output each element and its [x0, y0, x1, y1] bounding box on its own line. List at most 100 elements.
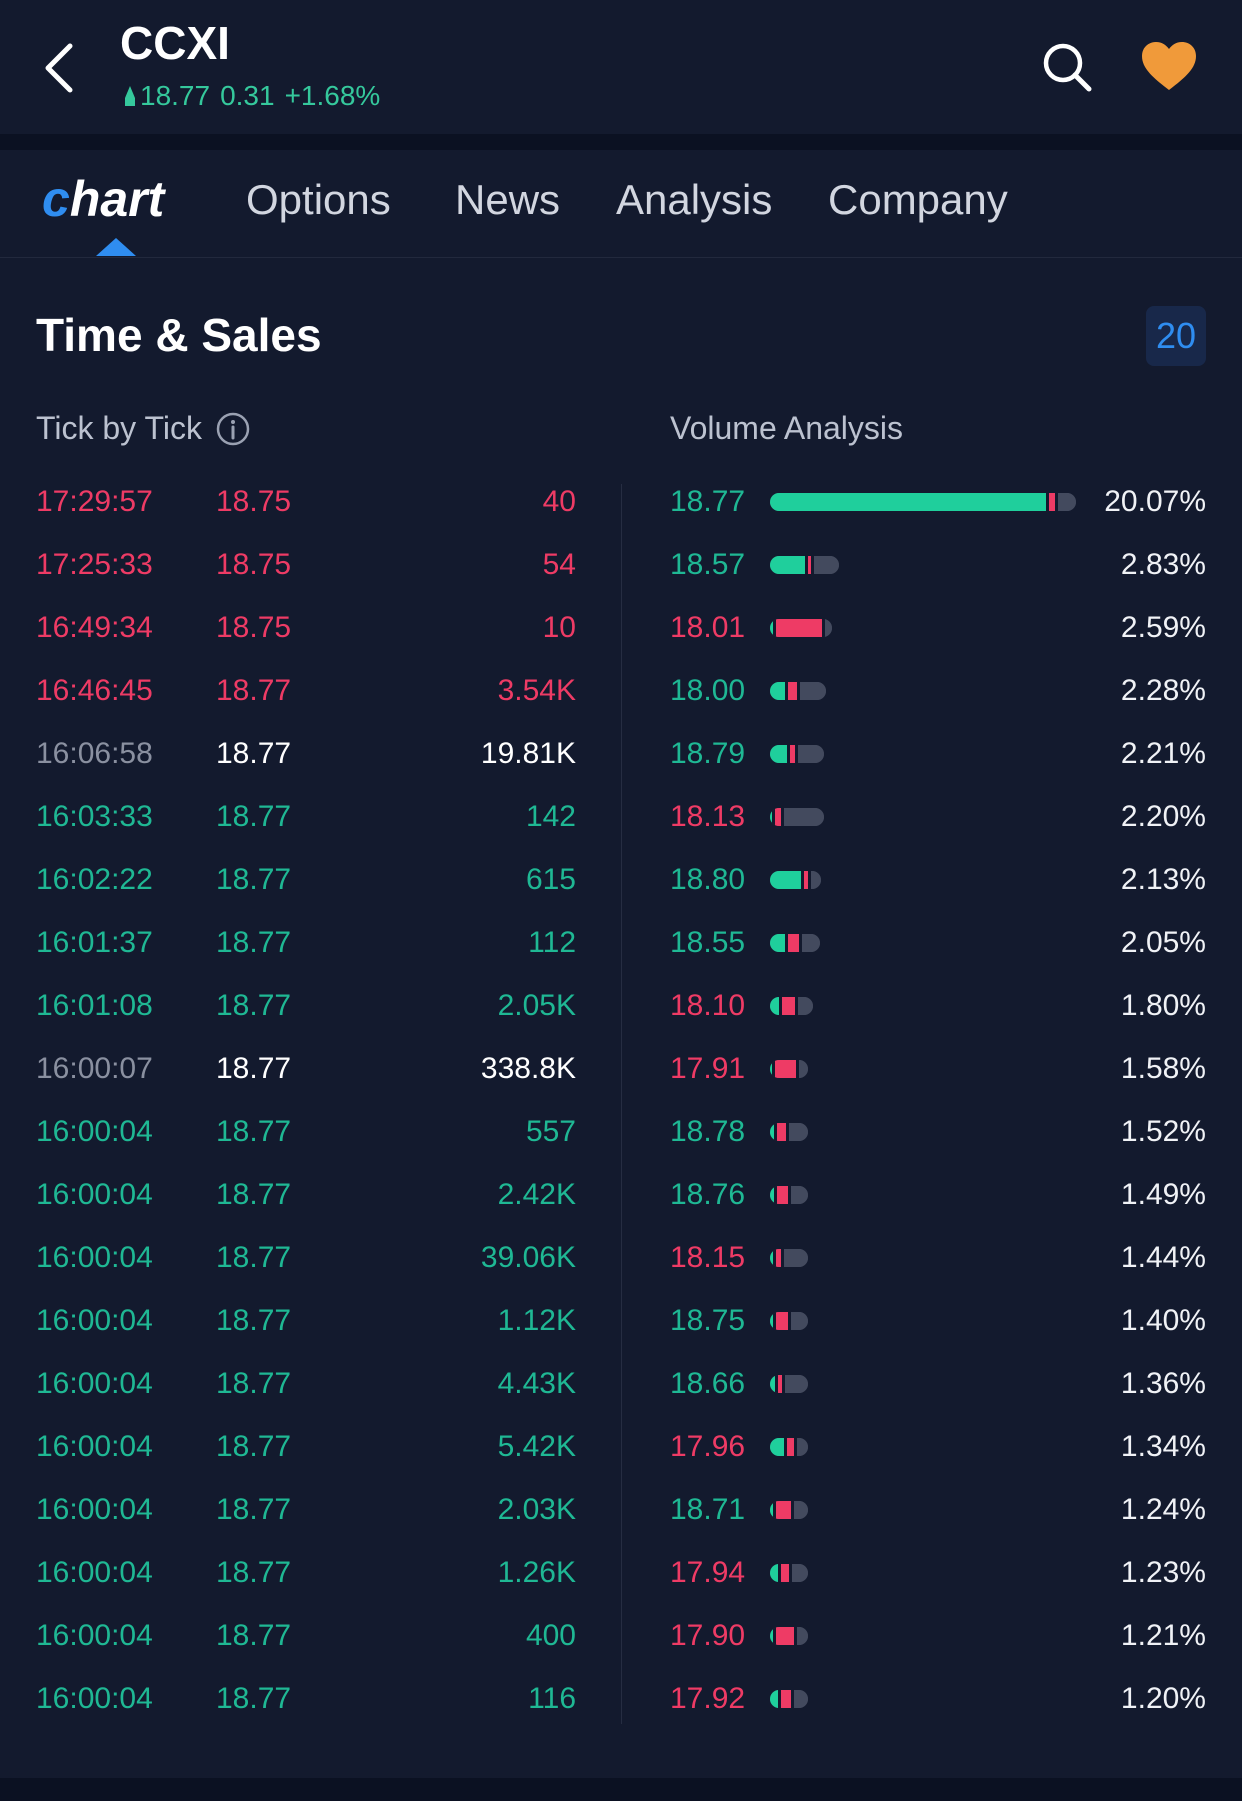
volume-bar-gap [799, 934, 803, 952]
volume-bar [770, 682, 826, 700]
volume-pct: 1.23% [1120, 1556, 1206, 1589]
tick-price: 18.77 [216, 863, 292, 896]
tick-time: 16:00:04 [36, 1115, 153, 1148]
volume-pct: 1.58% [1120, 1052, 1206, 1085]
volume-bar-gap [772, 1312, 776, 1330]
volume-row: 18.71 1.24% [670, 1478, 1206, 1541]
volume-bar-buy [770, 1375, 775, 1393]
volume-bar-sell [775, 808, 782, 826]
tick-price: 18.77 [216, 1052, 292, 1085]
volume-price: 18.75 [670, 1304, 746, 1337]
volume-bar [770, 1249, 808, 1267]
volume-bar-buy [770, 745, 787, 763]
tab-company[interactable]: Company [828, 176, 1008, 223]
tick-time: 16:03:33 [36, 800, 153, 833]
volume-price: 18.71 [670, 1493, 746, 1526]
heart-icon [1142, 42, 1196, 90]
volume-bar [770, 808, 824, 826]
volume-price: 17.90 [670, 1619, 746, 1652]
tick-time: 16:00:04 [36, 1430, 153, 1463]
tab-analysis[interactable]: Analysis [616, 176, 773, 223]
tick-time: 16:00:04 [36, 1241, 153, 1274]
tick-row: 17:25:33 18.75 54 [36, 533, 576, 596]
chevron-left-icon [45, 43, 73, 93]
volume-price: 17.91 [670, 1052, 746, 1085]
column-divider [621, 484, 622, 1724]
tick-volume: 2.03K [497, 1493, 576, 1526]
tick-row: 16:00:04 18.77 1.12K [36, 1289, 576, 1352]
volume-bar-buy [770, 1312, 773, 1330]
volume-pct: 1.52% [1120, 1115, 1206, 1148]
volume-bar-gap [784, 1438, 788, 1456]
volume-bar-gap [1055, 493, 1058, 511]
volume-bar-gap [778, 1690, 781, 1708]
tick-list: 17:29:57 18.75 40 17:25:33 18.75 54 16:49:34 18… [36, 470, 576, 1730]
tick-row: 16:49:34 18.75 10 [36, 596, 576, 659]
volume-bar-buy [770, 619, 773, 637]
volume-bar-gap [808, 871, 812, 889]
tick-time: 16:00:04 [36, 1367, 153, 1400]
search-button[interactable] [1040, 40, 1094, 94]
volume-row: 18.55 2.05% [670, 911, 1206, 974]
tick-price: 18.75 [216, 611, 292, 644]
tab-options[interactable]: Options [246, 176, 391, 223]
volume-bar-neutral [793, 1501, 808, 1519]
volume-bar-sell [774, 1060, 797, 1078]
volume-bar-neutral [811, 871, 821, 889]
tick-time: 16:00:04 [36, 1493, 153, 1526]
volume-bar [770, 1312, 808, 1330]
volume-bar-sell [788, 934, 800, 952]
favorite-button[interactable] [1140, 40, 1198, 94]
volume-price: 18.66 [670, 1367, 746, 1400]
volume-bar-sell [776, 1123, 787, 1141]
volume-bar-sell [782, 997, 796, 1015]
volume-row: 17.90 1.21% [670, 1604, 1206, 1667]
volume-price: 18.76 [670, 1178, 746, 1211]
volume-bar-gap [772, 808, 776, 826]
tab-chart[interactable]: chart [42, 170, 164, 228]
tick-price: 18.77 [216, 1430, 292, 1463]
volume-pct: 1.36% [1120, 1367, 1206, 1400]
tick-time: 16:49:34 [36, 611, 153, 644]
volume-bar [770, 1186, 808, 1204]
tick-time: 16:00:04 [36, 1556, 153, 1589]
volume-bar-sell [781, 1690, 791, 1708]
tick-volume: 615 [525, 863, 576, 896]
volume-pct: 1.44% [1120, 1241, 1206, 1274]
volume-price: 17.92 [670, 1682, 746, 1715]
volume-bar-gap [796, 1060, 800, 1078]
tab-chart-rest: hart [69, 171, 165, 227]
volume-bar-buy [770, 1060, 772, 1078]
volume-bar-buy [770, 1627, 774, 1645]
tick-volume: 5.42K [497, 1430, 576, 1463]
back-button[interactable] [36, 38, 86, 98]
tick-row: 16:00:04 18.77 1.26K [36, 1541, 576, 1604]
volume-bar-sell [787, 1438, 794, 1456]
volume-row: 18.66 1.36% [670, 1352, 1206, 1415]
volume-bar-buy [770, 1123, 774, 1141]
volume-price: 18.13 [670, 800, 746, 833]
volume-bar-neutral [789, 1123, 808, 1141]
volume-price: 18.01 [670, 611, 746, 644]
volume-row: 18.00 2.28% [670, 659, 1206, 722]
volume-bar-gap [800, 871, 804, 889]
tick-price: 18.77 [216, 800, 292, 833]
tick-volume: 557 [525, 1115, 576, 1148]
row-count-selector[interactable]: 20 [1146, 306, 1206, 366]
volume-price: 18.77 [670, 485, 746, 518]
price-change: 0.31 [220, 80, 275, 111]
tick-volume: 19.81K [480, 737, 576, 770]
info-icon[interactable] [216, 412, 250, 446]
volume-bar-gap [788, 1312, 792, 1330]
volume-bar-neutral [797, 745, 824, 763]
volume-price: 18.15 [670, 1241, 746, 1274]
volume-row: 18.15 1.44% [670, 1226, 1206, 1289]
tick-time: 16:01:08 [36, 989, 153, 1022]
volume-bar-sell [776, 1186, 789, 1204]
section-title: Time & Sales [36, 309, 322, 361]
tick-row: 16:46:45 18.77 3.54K [36, 659, 576, 722]
tick-row: 16:03:33 18.77 142 [36, 785, 576, 848]
tick-price: 18.77 [216, 1241, 292, 1274]
tick-volume: 54 [542, 548, 576, 581]
tab-news[interactable]: News [455, 176, 561, 223]
